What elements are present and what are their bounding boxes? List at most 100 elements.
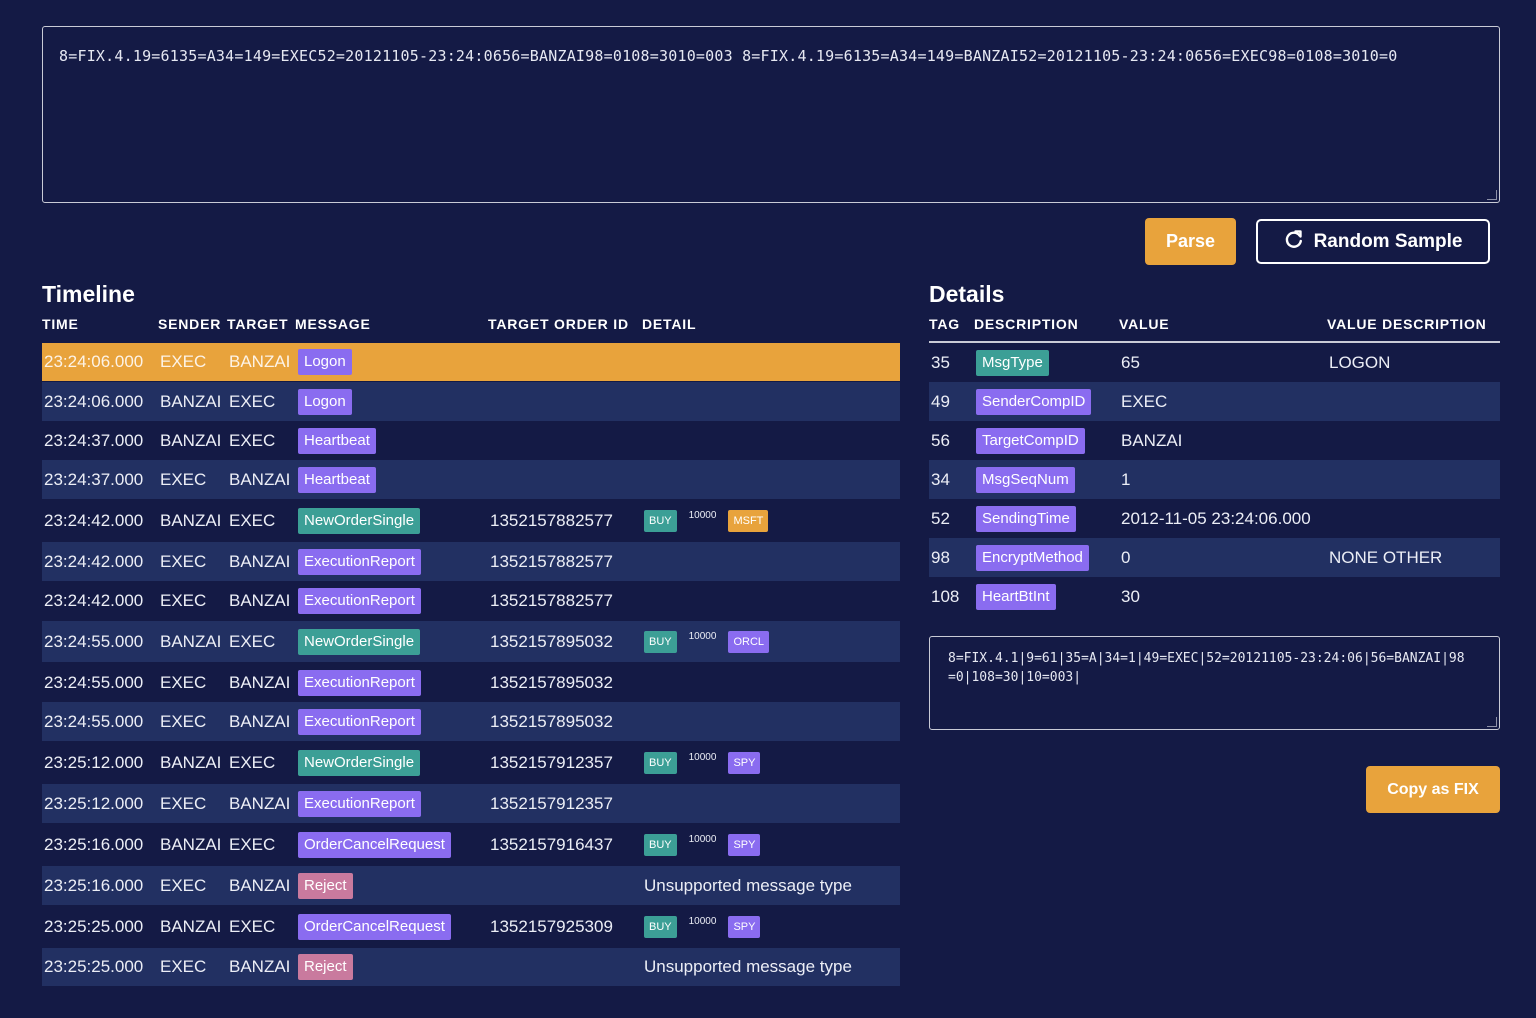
cell: EncryptMethod <box>976 538 1089 577</box>
quantity-label: 10000 <box>688 752 717 763</box>
target-cell: BANZAI <box>229 469 291 489</box>
symbol-tag: SPY <box>728 833 761 856</box>
column-header-description: DESCRIPTION <box>974 316 1079 332</box>
cell: BANZAI <box>160 906 221 947</box>
cell: BANZAI <box>229 581 290 620</box>
time-cell: 23:24:42.000 <box>44 590 144 610</box>
cell: 23:25:12.000 <box>44 742 143 783</box>
sender-cell: BANZAI <box>160 510 222 530</box>
details-row: 56 TargetCompID BANZAI <box>929 421 1500 460</box>
cell: SenderCompID <box>976 382 1092 421</box>
field-name-tag: MsgType <box>976 349 1049 376</box>
timeline-row[interactable]: 23:24:42.000 BANZAI EXEC NewOrderSingle 1352… <box>42 500 900 541</box>
target-cell: BANZAI <box>229 875 291 895</box>
order-id-cell: 1352157895032 <box>490 672 613 692</box>
cell: ExecutionReport <box>298 702 421 741</box>
time-cell: 23:24:55.000 <box>44 711 144 731</box>
order-id-cell: 1352157912357 <box>490 752 613 772</box>
timeline-row[interactable]: 23:25:16.000 BANZAI EXEC OrderCancelRequest… <box>42 824 900 865</box>
timeline-row[interactable]: 23:24:37.000 EXEC BANZAI Heartbeat <box>42 460 900 499</box>
copy-as-fix-button[interactable]: Copy as FIX <box>1366 766 1500 813</box>
symbol-tag: ORCL <box>728 630 769 653</box>
cell: BUY 10000 SPY <box>644 906 761 947</box>
cell: Logon <box>298 343 352 381</box>
tag-number-cell: 35 <box>931 352 950 372</box>
cell: 23:24:42.000 <box>44 500 143 541</box>
cell: Unsupported message type <box>644 948 852 986</box>
timeline-row[interactable]: 23:25:25.000 EXEC BANZAI Reject Unsupported … <box>42 948 900 986</box>
cell: EXEC <box>160 948 206 986</box>
tag-number-cell: 56 <box>931 430 950 450</box>
timeline-row[interactable]: 23:24:06.000 BANZAI EXEC Logon <box>42 382 900 421</box>
cell: NewOrderSingle <box>298 742 421 783</box>
cell: 23:25:12.000 <box>44 784 143 823</box>
resize-handle-icon[interactable] <box>1487 190 1497 200</box>
cell: BUY 10000 MSFT <box>644 500 769 541</box>
cell: BANZAI <box>229 343 290 381</box>
cell: EXEC <box>1121 382 1167 421</box>
cell: BANZAI <box>160 824 221 865</box>
field-name-tag: HeartBtInt <box>976 583 1056 610</box>
cell: NewOrderSingle <box>298 500 421 541</box>
cell: HeartBtInt <box>976 577 1056 616</box>
cell: BANZAI <box>160 621 221 662</box>
value-description-cell: NONE OTHER <box>1329 547 1443 567</box>
timeline-row[interactable]: 23:25:25.000 BANZAI EXEC OrderCancelRequest… <box>42 906 900 947</box>
message-type-tag: OrderCancelRequest <box>298 913 451 940</box>
cell: BANZAI <box>160 500 221 541</box>
timeline-title: Timeline <box>42 281 135 307</box>
message-type-tag: NewOrderSingle <box>298 507 421 534</box>
cell: 1352157912357 <box>490 784 613 823</box>
cell: 49 <box>931 382 950 421</box>
cell: 0 <box>1121 538 1130 577</box>
field-name-tag: MsgSeqNum <box>976 466 1075 493</box>
timeline-row[interactable]: 23:25:16.000 EXEC BANZAI Reject Unsupported … <box>42 866 900 905</box>
timeline-row[interactable]: 23:24:55.000 EXEC BANZAI ExecutionReport 135… <box>42 663 900 702</box>
cell: 23:25:25.000 <box>44 948 143 986</box>
raw-fix-textarea[interactable]: 8=FIX.4.1|9=61|35=A|34=1|49=EXEC|52=2012… <box>929 636 1500 730</box>
message-type-tag: Reject <box>298 872 353 899</box>
field-name-tag: SendingTime <box>976 505 1076 532</box>
timeline-row[interactable]: 23:24:37.000 BANZAI EXEC Heartbeat <box>42 421 900 460</box>
cell: NewOrderSingle <box>298 621 421 662</box>
timeline-row[interactable]: 23:25:12.000 BANZAI EXEC NewOrderSingle 1352… <box>42 742 900 783</box>
parse-button[interactable]: Parse <box>1145 218 1236 265</box>
resize-handle-icon[interactable] <box>1487 717 1497 727</box>
cell: ExecutionReport <box>298 581 421 620</box>
timeline-row[interactable]: 23:24:42.000 EXEC BANZAI ExecutionReport 135… <box>42 542 900 581</box>
sender-cell: BANZAI <box>160 391 222 411</box>
message-type-tag: Heartbeat <box>298 466 376 493</box>
tag-number-cell: 98 <box>931 547 950 567</box>
field-name-tag: TargetCompID <box>976 427 1085 454</box>
message-type-tag: ExecutionReport <box>298 548 421 575</box>
cell: 65 <box>1121 343 1140 382</box>
sender-cell: EXEC <box>160 469 207 489</box>
order-id-cell: 1352157882577 <box>490 551 613 571</box>
cell: BANZAI <box>229 542 290 581</box>
cell: BUY 10000 ORCL <box>644 621 769 662</box>
value-cell: BANZAI <box>1121 430 1183 450</box>
tag-number-cell: 108 <box>931 586 960 606</box>
timeline-row[interactable]: 23:24:06.000 EXEC BANZAI Logon <box>42 343 900 381</box>
timeline-row[interactable]: 23:25:12.000 EXEC BANZAI ExecutionReport 135… <box>42 784 900 823</box>
cell: BANZAI <box>160 742 221 783</box>
fix-input-textarea[interactable]: 8=FIX.4.19=6135=A34=149=EXEC52=20121105-… <box>42 26 1500 203</box>
random-sample-button[interactable]: Random Sample <box>1256 219 1490 264</box>
cell: BANZAI <box>229 663 290 702</box>
cell: 1352157916437 <box>490 824 613 865</box>
cell: 23:24:42.000 <box>44 581 143 620</box>
time-cell: 23:25:16.000 <box>44 875 144 895</box>
cell: EXEC <box>229 621 275 662</box>
detail-text: Unsupported message type <box>644 875 852 895</box>
message-type-tag: ExecutionReport <box>298 790 421 817</box>
timeline-row[interactable]: 23:24:42.000 EXEC BANZAI ExecutionReport 135… <box>42 581 900 620</box>
value-cell: 0 <box>1121 547 1131 567</box>
cell: EXEC <box>160 460 206 499</box>
timeline-row[interactable]: 23:24:55.000 BANZAI EXEC NewOrderSingle 1352… <box>42 621 900 662</box>
details-row: 49 SenderCompID EXEC <box>929 382 1500 421</box>
details-title: Details <box>929 281 1005 307</box>
time-cell: 23:25:12.000 <box>44 793 144 813</box>
timeline-row[interactable]: 23:24:55.000 EXEC BANZAI ExecutionReport 135… <box>42 702 900 741</box>
order-id-cell: 1352157925309 <box>490 916 613 936</box>
message-type-tag: ExecutionReport <box>298 669 421 696</box>
